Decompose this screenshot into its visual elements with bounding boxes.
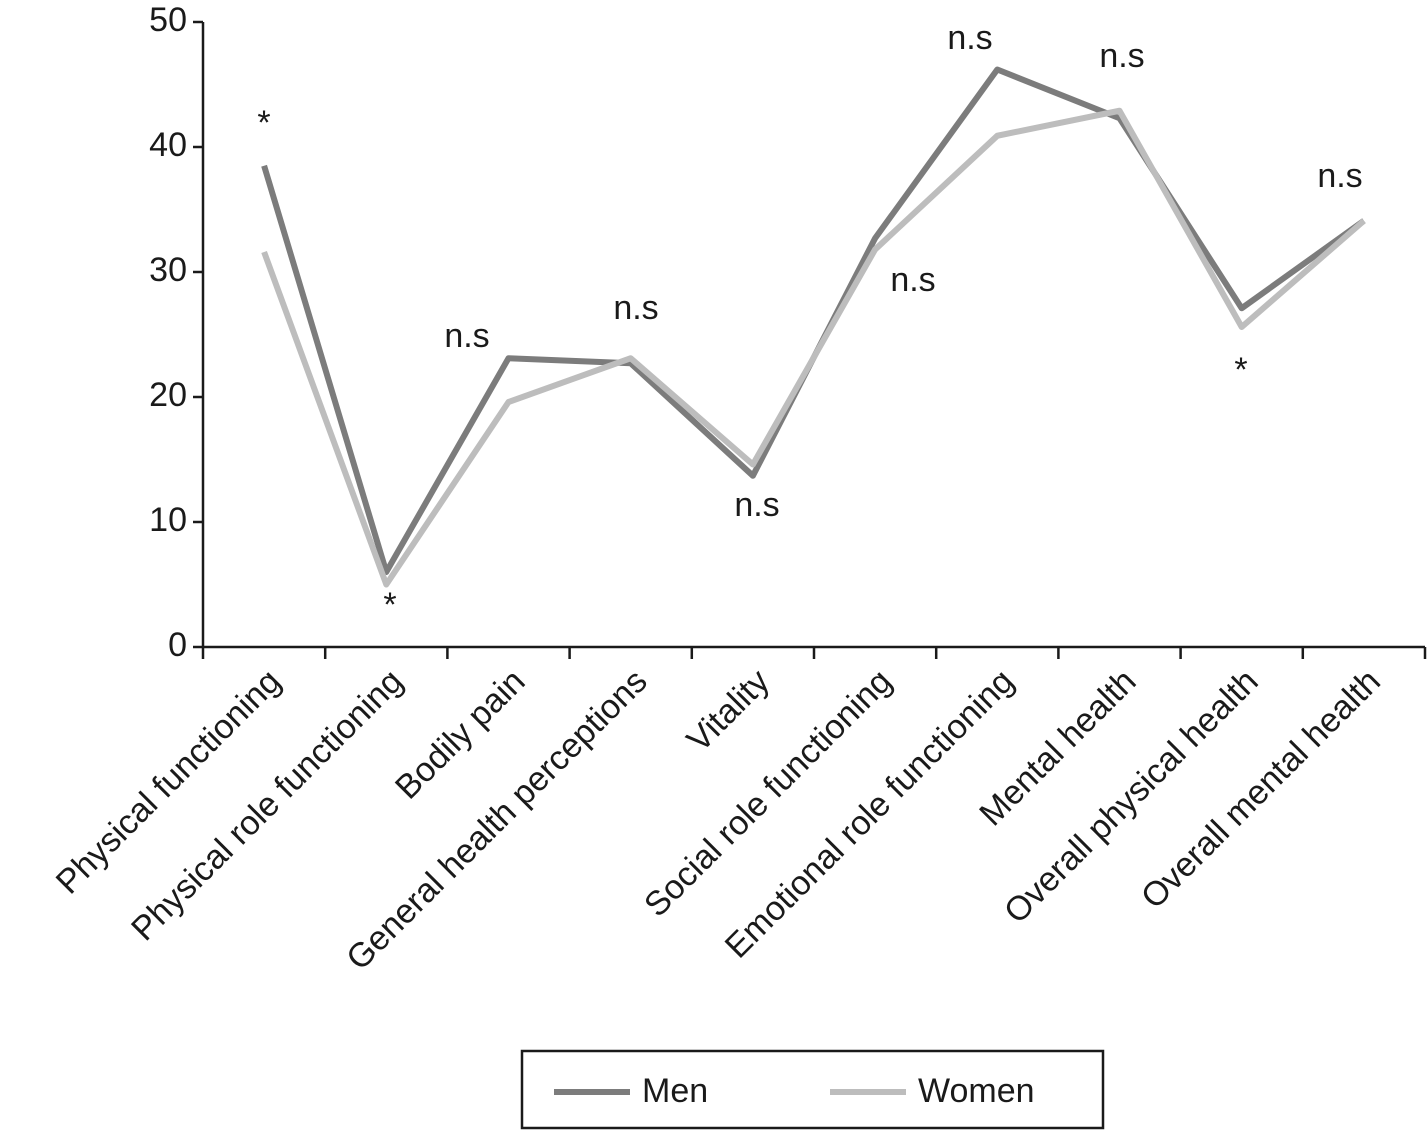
annotation: n.s: [734, 486, 779, 524]
annotation: n.s: [444, 317, 489, 355]
legend-box: [520, 1049, 1105, 1130]
x-tick-label: Physical functioning: [49, 662, 288, 901]
x-tick-label: Vitality: [680, 662, 777, 759]
x-tick-label: Social role functioning: [637, 662, 899, 924]
y-tick-label: 30: [149, 251, 187, 289]
y-tick-label: 50: [149, 1, 187, 39]
y-tick-label: 10: [149, 501, 187, 539]
series-line: [261, 107, 1366, 588]
annotation: n.s: [613, 289, 658, 327]
annotation: n.s: [890, 261, 935, 299]
annotation: *: [1234, 351, 1247, 389]
annotation: *: [383, 586, 396, 624]
series-line: [261, 66, 1366, 575]
annotation: n.s: [947, 19, 992, 57]
legend-label: Women: [918, 1072, 1035, 1110]
x-tick-label: Overall mental health: [1134, 662, 1388, 916]
y-tick-label: 0: [168, 626, 187, 664]
annotation: n.s: [1317, 157, 1362, 195]
legend-label: Men: [642, 1072, 708, 1110]
annotation: n.s: [1099, 37, 1144, 75]
y-tick-label: 40: [149, 126, 187, 164]
y-tick-label: 20: [149, 376, 187, 414]
annotation: *: [257, 104, 270, 142]
